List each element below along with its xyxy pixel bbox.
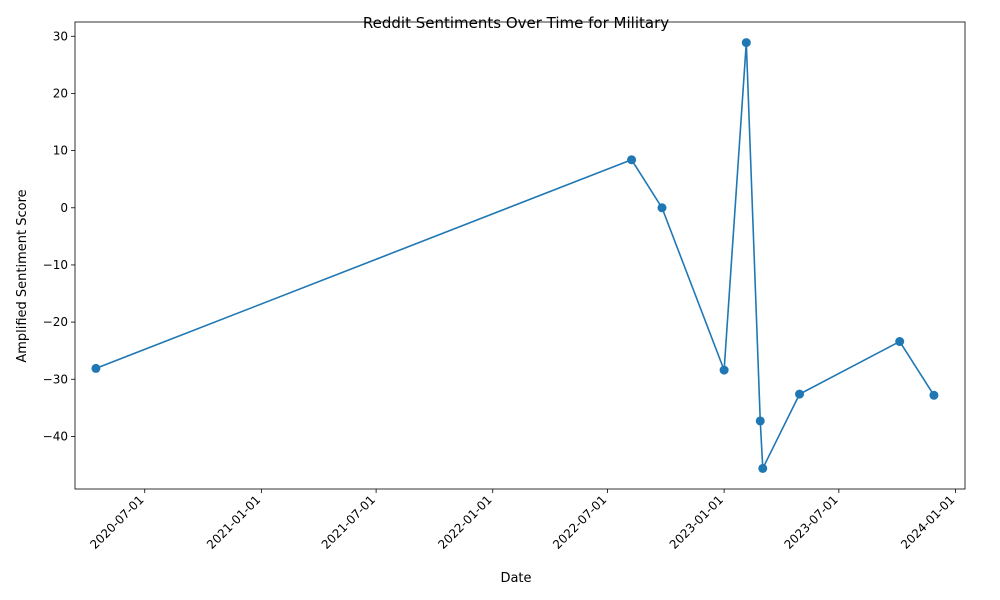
data-point [657, 203, 667, 213]
x-tick-label: 2023-01-01 [667, 493, 726, 552]
x-tick-label: 2024-01-01 [898, 493, 957, 552]
y-tick-label: 0 [60, 201, 68, 215]
plot-frame [74, 21, 966, 490]
data-point [929, 390, 939, 400]
y-tick-label: −10 [43, 258, 68, 272]
plot-area: −40 −30 −20 −10 0 10 20 30 2020-07-01 2021-01-01 2… [43, 21, 966, 552]
y-tick-label: −20 [43, 315, 68, 329]
data-point [719, 365, 729, 375]
x-tick-label: 2021-01-01 [204, 493, 263, 552]
data-point [741, 38, 751, 48]
y-tick-label: 30 [53, 29, 68, 43]
y-tick-label: 10 [53, 144, 68, 158]
x-tick-label: 2022-07-01 [550, 493, 609, 552]
x-tick-label: 2020-07-01 [87, 493, 146, 552]
x-tick-label: 2022-01-01 [435, 493, 494, 552]
data-point [627, 155, 637, 165]
y-tick-label: −30 [43, 372, 68, 386]
y-axis-title: Amplified Sentiment Score [15, 189, 30, 362]
x-axis-title: Date [500, 571, 531, 586]
x-tick-label: 2021-07-01 [319, 493, 378, 552]
data-point [895, 337, 905, 347]
y-tick-label: −40 [43, 429, 68, 443]
data-point [755, 416, 765, 426]
data-point [758, 463, 768, 473]
data-point [795, 389, 805, 399]
chart-title: Reddit Sentiments Over Time for Military [363, 14, 669, 32]
data-point [91, 363, 101, 373]
x-tick-label: 2023-07-01 [782, 493, 841, 552]
y-tick-label: 20 [53, 86, 68, 100]
series-line [95, 41, 935, 470]
